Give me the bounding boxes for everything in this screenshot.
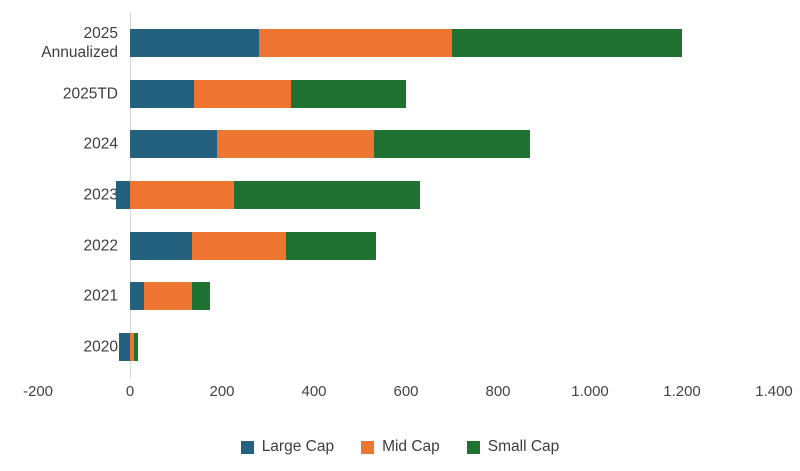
x-tick-label: 1.400 <box>755 383 793 400</box>
bar-segment-small-cap <box>286 231 377 260</box>
category-label-2022: 2022 <box>83 237 118 255</box>
bar-segment-large-cap <box>130 231 193 260</box>
x-tick-label: -200 <box>22 383 54 400</box>
bar-segment-large-cap <box>118 333 130 362</box>
x-tick-label: 600 <box>393 383 419 400</box>
bar-segment-mid-cap <box>194 79 291 108</box>
bar-segment-small-cap <box>133 333 138 362</box>
bar-segment-mid-cap <box>217 130 374 159</box>
legend-label: Mid Cap <box>382 438 440 455</box>
legend-item-mid-cap: Mid Cap <box>361 438 440 456</box>
legend-item-small-cap: Small Cap <box>466 438 560 456</box>
bar-segment-large-cap <box>130 282 144 311</box>
legend-swatch-small-cap <box>466 440 480 454</box>
bar-segment-large-cap <box>130 79 195 108</box>
category-label-2021: 2021 <box>83 287 118 305</box>
category-label-2020: 2020 <box>83 338 118 356</box>
legend-swatch-large-cap <box>240 440 254 454</box>
legend-label: Small Cap <box>487 438 560 455</box>
legend-swatch-mid-cap <box>361 440 375 454</box>
bar-segment-small-cap <box>373 130 531 159</box>
legend-label: Large Cap <box>261 438 335 455</box>
bar-segment-small-cap <box>452 29 682 57</box>
category-label-2025td: 2025TD <box>62 85 118 103</box>
x-tick-label: 1.000 <box>571 383 609 400</box>
bar-segment-mid-cap <box>130 181 234 209</box>
bar-segment-small-cap <box>192 282 211 311</box>
category-label-2025-annualized: 2025 Annualized <box>41 25 118 61</box>
x-tick-label: 0 <box>125 383 135 400</box>
bar-segment-large-cap <box>116 181 130 209</box>
bar-segment-small-cap <box>291 79 406 108</box>
legend-item-large-cap: Large Cap <box>240 438 335 456</box>
bar-segment-small-cap <box>233 181 420 209</box>
x-tick-label: 800 <box>485 383 511 400</box>
x-tick-label: 400 <box>301 383 327 400</box>
bar-segment-mid-cap <box>143 282 193 311</box>
bar-segment-mid-cap <box>258 29 452 57</box>
legend: Large Cap Mid Cap Small Cap <box>0 433 800 461</box>
bar-segment-large-cap <box>130 29 259 57</box>
plot-area: 2025 Annualized 2025TD 2024 2023 2022 2021 202… <box>41 12 682 378</box>
category-label-2024: 2024 <box>83 135 118 153</box>
category-label-2023: 2023 <box>83 186 118 204</box>
bar-segment-large-cap <box>130 130 218 159</box>
x-tick-label: 200 <box>209 383 235 400</box>
bar-segment-mid-cap <box>192 231 287 260</box>
bar-segment-mid-cap <box>130 333 134 362</box>
x-tick-label: 1.200 <box>663 383 701 400</box>
x-axis: -200 0 200 400 600 800 1.000 1.200 1.400 <box>0 381 800 403</box>
